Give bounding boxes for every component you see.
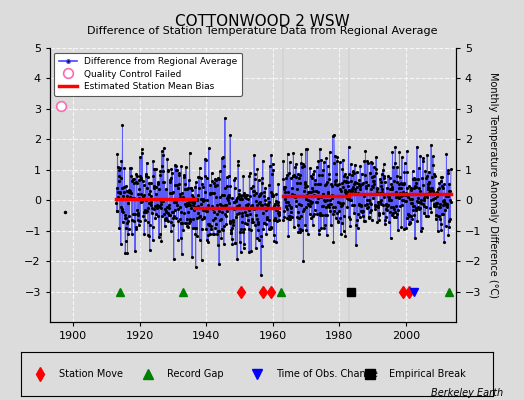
Text: Empirical Break: Empirical Break — [389, 369, 465, 379]
Text: Record Gap: Record Gap — [167, 369, 224, 379]
Text: Berkeley Earth: Berkeley Earth — [431, 388, 503, 398]
Text: Time of Obs. Change: Time of Obs. Change — [276, 369, 377, 379]
Text: Difference of Station Temperature Data from Regional Average: Difference of Station Temperature Data f… — [87, 26, 437, 36]
Y-axis label: Monthly Temperature Anomaly Difference (°C): Monthly Temperature Anomaly Difference (… — [488, 72, 498, 298]
Text: COTTONWOOD 2 WSW: COTTONWOOD 2 WSW — [174, 14, 350, 29]
Text: Station Move: Station Move — [59, 369, 123, 379]
Legend: Difference from Regional Average, Quality Control Failed, Estimated Station Mean: Difference from Regional Average, Qualit… — [54, 52, 242, 96]
